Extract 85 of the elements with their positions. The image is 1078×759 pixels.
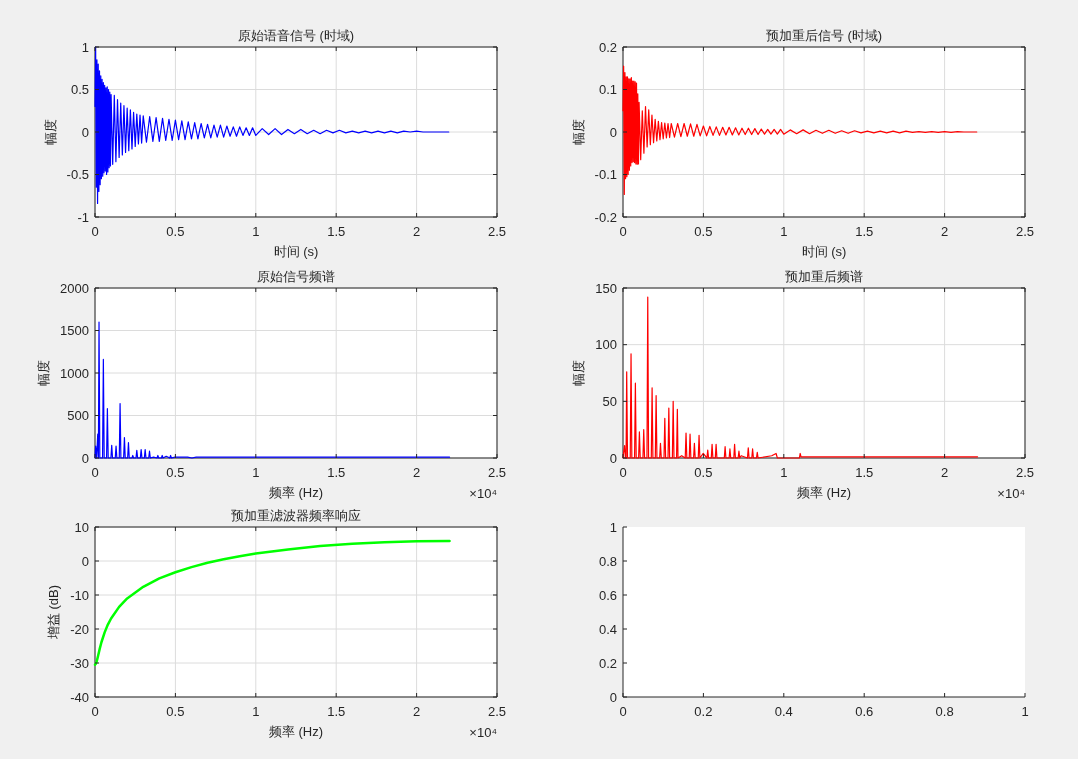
x-tick-label: 2 xyxy=(412,465,421,480)
x-tick-label: 2.5 xyxy=(487,465,507,480)
x-tick-label: 0 xyxy=(91,704,99,719)
x-tick-label: 0 xyxy=(619,704,627,719)
x-tick-label: 2 xyxy=(940,224,949,239)
y-tick-label: 0 xyxy=(81,553,89,569)
x-tick-label: 1.5 xyxy=(327,465,346,480)
x-tick-label: 0.5 xyxy=(166,704,185,719)
x-tick-label: 2.5 xyxy=(1015,465,1035,480)
chart-title: 原始语音信号 (时域) xyxy=(237,28,355,43)
y-tick-label: 0.2 xyxy=(598,39,617,55)
y-axis-title: 增益 (dB) xyxy=(46,584,62,641)
y-tick-label: 0.4 xyxy=(598,621,617,637)
x-tick-label: 1 xyxy=(780,465,788,480)
x-tick-label: 0.6 xyxy=(855,704,874,719)
text: ×10⁴ xyxy=(469,725,497,740)
y-tick-label: 100 xyxy=(595,337,617,353)
y-tick-label: 2000 xyxy=(60,280,89,296)
y-tick-label: 500 xyxy=(67,408,89,423)
text: ×10⁴ xyxy=(997,486,1025,501)
text: ×10⁴ xyxy=(469,486,497,501)
x-tick-label: 1.5 xyxy=(327,224,346,239)
y-tick-label: -20 xyxy=(70,621,89,637)
x-tick-label: 1.5 xyxy=(327,704,346,719)
x-tick-label: 0.2 xyxy=(694,704,713,719)
x-tick-label: 0 xyxy=(91,224,99,239)
y-tick-label: 0 xyxy=(609,450,617,466)
x-axis-title: 频率 (Hz) xyxy=(268,724,324,739)
y-tick-label: -0.5 xyxy=(66,167,89,182)
y-tick-label: 0.2 xyxy=(598,655,617,671)
y-tick-label: -0.2 xyxy=(594,209,617,225)
y-tick-label: 1500 xyxy=(60,323,89,338)
chart-title: 预加重后信号 (时域) xyxy=(765,28,883,43)
y-tick-label: -40 xyxy=(70,689,89,705)
y-tick-label: 0 xyxy=(81,450,89,466)
y-axis-title: 幅度 xyxy=(42,119,58,145)
x-tick-label: 0 xyxy=(91,465,99,480)
x-tick-label: 2.5 xyxy=(487,224,507,239)
y-tick-label: -1 xyxy=(77,209,89,225)
x-tick-label: 2.5 xyxy=(1015,224,1035,239)
x-tick-label: 2 xyxy=(412,224,421,239)
y-tick-label: -30 xyxy=(70,655,89,671)
y-tick-label: 10 xyxy=(74,519,89,535)
x-tick-label: 2.5 xyxy=(487,704,507,719)
x-tick-label: 0.5 xyxy=(166,224,185,239)
x-axis-title: 频率 (Hz) xyxy=(796,485,852,500)
x-tick-label: 1 xyxy=(252,465,260,480)
x-tick-label: 1 xyxy=(252,704,260,719)
x-tick-label: 2 xyxy=(940,465,949,480)
chart-title: 原始信号频谱 xyxy=(257,269,335,284)
y-tick-label: 0.8 xyxy=(598,553,617,569)
x-tick-label: 2 xyxy=(412,704,421,719)
y-tick-label: 0 xyxy=(609,689,617,705)
x-tick-label: 0.5 xyxy=(694,224,713,239)
y-tick-label: 1 xyxy=(609,519,617,535)
y-tick-label: 0 xyxy=(81,124,89,140)
x-axis-title: 频率 (Hz) xyxy=(268,485,324,500)
y-tick-label: -10 xyxy=(70,587,89,603)
x-axis-title: 时间 (s) xyxy=(273,244,319,259)
x-tick-label: 0.4 xyxy=(774,704,793,719)
x-tick-label: 0.5 xyxy=(166,465,185,480)
x-tick-label: 1 xyxy=(252,224,260,239)
y-tick-label: 150 xyxy=(595,280,617,296)
x-tick-label: 1 xyxy=(780,224,788,239)
y-tick-label: 50 xyxy=(602,393,617,409)
x-axis-title: 时间 (s) xyxy=(801,244,847,259)
y-axis-title: 幅度 xyxy=(36,360,52,386)
x-tick-label: 1.5 xyxy=(855,224,874,239)
y-tick-label: 0.1 xyxy=(598,82,617,97)
x-tick-label: 0 xyxy=(619,465,627,480)
y-tick-label: 1000 xyxy=(60,365,89,381)
y-tick-label: 1 xyxy=(81,39,89,55)
y-axis-title: 幅度 xyxy=(570,119,586,145)
chart-title: 预加重后频谱 xyxy=(785,269,863,284)
x-tick-label: 0.5 xyxy=(694,465,713,480)
chart-title: 预加重滤波器频率响应 xyxy=(231,508,361,523)
x-tick-label: 1 xyxy=(1021,704,1029,719)
y-axis-title: 幅度 xyxy=(571,360,587,386)
y-tick-label: 0.5 xyxy=(70,82,89,97)
x-tick-label: 0 xyxy=(619,224,627,239)
x-tick-label: 1.5 xyxy=(855,465,874,480)
y-tick-label: 0.6 xyxy=(598,587,617,603)
y-tick-label: -0.1 xyxy=(594,167,617,182)
x-tick-label: 0.8 xyxy=(935,704,954,719)
y-tick-label: 0 xyxy=(609,124,617,140)
